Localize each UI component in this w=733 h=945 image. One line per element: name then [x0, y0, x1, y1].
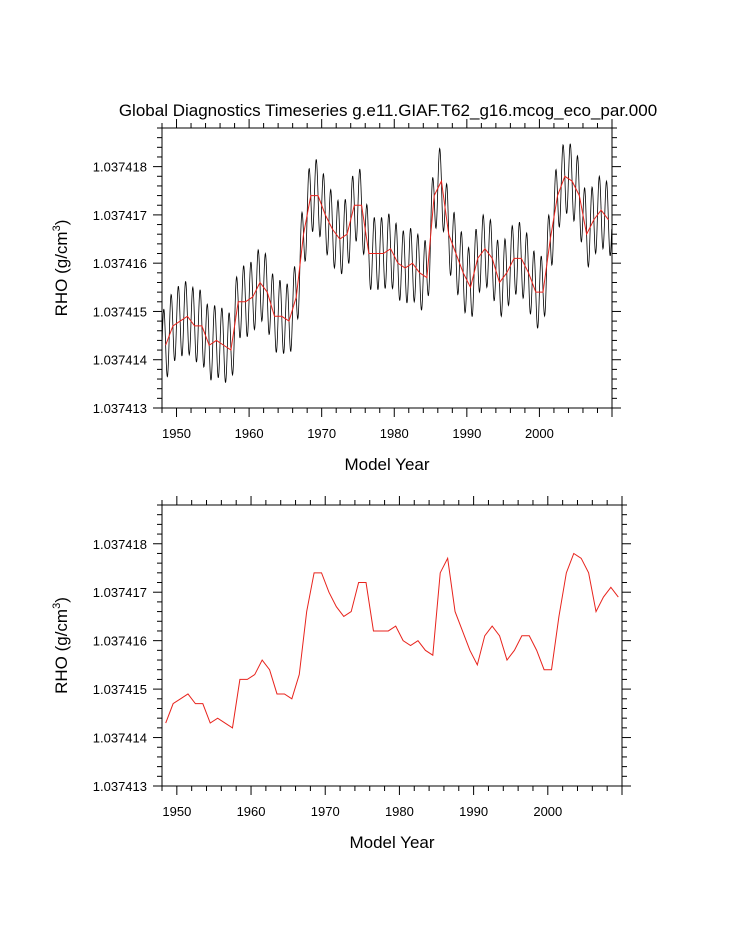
top-plot-frame — [161, 127, 613, 409]
top-plot-content — [162, 143, 612, 383]
top-monthly-series-line — [162, 143, 612, 383]
bottom-x-tick-label: 1960 — [237, 804, 266, 819]
bottom-y-tick-label: 1.037417 — [93, 585, 147, 600]
top-x-axis-label: Model Year — [344, 455, 429, 474]
top-y-axis-label-sup: 3 — [51, 225, 63, 231]
top-x-tick-label: 1980 — [380, 426, 409, 441]
top-y-tick-label: 1.037414 — [93, 353, 147, 368]
top-x-tick-label: 2000 — [525, 426, 554, 441]
bottom-panel: 1950 1960 1970 1980 1990 2000 1.037413 1.037414… — [51, 496, 631, 852]
bottom-plot-content — [165, 552, 619, 729]
bottom-y-tick-label: 1.037414 — [93, 731, 147, 746]
bottom-x-tick-label: 1980 — [385, 804, 414, 819]
top-annual-mean-line — [165, 175, 609, 351]
top-y-tick-label: 1.037417 — [93, 208, 147, 223]
bottom-x-tick-label: 1950 — [162, 804, 191, 819]
bottom-y-axis-label-end: ) — [52, 597, 71, 603]
top-y-tick-label: 1.037415 — [93, 304, 147, 319]
bottom-y-axis-label: RHO (g/cm3) — [51, 597, 71, 694]
bottom-y-tick-label: 1.037415 — [93, 682, 147, 697]
top-x-tick-label: 1970 — [307, 426, 336, 441]
top-x-tick-label: 1950 — [162, 426, 191, 441]
top-panel: 1950 1960 1970 1980 1990 2000 1.037413 1.037414… — [51, 119, 621, 474]
bottom-y-tick-label: 1.037418 — [93, 537, 147, 552]
bottom-plot-frame — [161, 504, 623, 787]
bottom-x-axis-label: Model Year — [349, 833, 434, 852]
bottom-x-tick-label: 2000 — [533, 804, 562, 819]
top-y-axis-label: RHO (g/cm3) — [51, 220, 71, 317]
top-y-tick-label: 1.037418 — [93, 160, 147, 175]
bottom-annual-mean-line — [165, 552, 619, 729]
bottom-ticks: 1950 1960 1970 1980 1990 2000 1.037413 1.037414… — [93, 496, 631, 819]
top-y-tick-label: 1.037413 — [93, 401, 147, 416]
top-y-tick-label: 1.037416 — [93, 256, 147, 271]
top-x-tick-label: 1990 — [452, 426, 481, 441]
bottom-y-tick-label: 1.037416 — [93, 634, 147, 649]
chart-title: Global Diagnostics Timeseries g.e11.GIAF… — [119, 101, 657, 120]
top-ticks: 1950 1960 1970 1980 1990 2000 1.037413 1.037414… — [93, 119, 621, 441]
top-x-tick-label: 1960 — [235, 426, 264, 441]
bottom-y-axis-label-main: RHO (g/cm — [52, 609, 71, 694]
bottom-y-tick-label: 1.037413 — [93, 779, 147, 794]
top-y-axis-label-main: RHO (g/cm — [52, 231, 71, 316]
bottom-x-tick-label: 1970 — [311, 804, 340, 819]
top-y-axis-label-end: ) — [52, 220, 71, 226]
bottom-x-tick-label: 1990 — [459, 804, 488, 819]
bottom-y-axis-label-sup: 3 — [51, 603, 63, 609]
